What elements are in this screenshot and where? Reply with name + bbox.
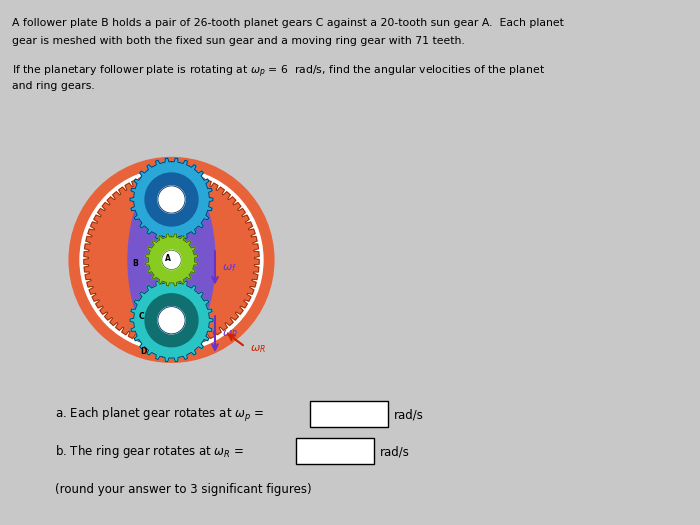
Text: rad/s: rad/s — [394, 408, 424, 422]
Text: (round your answer to 3 significant figures): (round your answer to 3 significant figu… — [55, 484, 312, 497]
Text: $\omega_R$: $\omega_R$ — [250, 343, 266, 355]
Text: gear is meshed with both the fixed sun gear and a moving ring gear with 71 teeth: gear is meshed with both the fixed sun g… — [12, 36, 465, 46]
Polygon shape — [84, 172, 259, 348]
Text: rad/s: rad/s — [380, 446, 410, 458]
Polygon shape — [146, 234, 197, 286]
Text: B: B — [133, 259, 139, 268]
Circle shape — [69, 158, 274, 362]
Bar — [296, 438, 374, 464]
Text: $\omega_f$: $\omega_f$ — [222, 262, 237, 274]
Text: If the planetary follower plate is rotating at $\omega_p$ = 6  rad/s, find the a: If the planetary follower plate is rotat… — [12, 64, 545, 80]
Text: C: C — [139, 312, 144, 321]
Circle shape — [145, 173, 198, 226]
Text: D: D — [140, 346, 146, 356]
Text: A follower plate B holds a pair of 26-tooth planet gears C against a 20-tooth su: A follower plate B holds a pair of 26-to… — [12, 18, 564, 28]
Circle shape — [162, 250, 181, 269]
Bar — [310, 401, 388, 427]
Text: b. The ring gear rotates at $\omega_R$ =: b. The ring gear rotates at $\omega_R$ = — [55, 444, 244, 460]
Text: a. Each planet gear rotates at $\omega_p$ =: a. Each planet gear rotates at $\omega_p… — [55, 406, 264, 424]
Polygon shape — [130, 158, 213, 241]
Text: A: A — [164, 255, 170, 264]
Circle shape — [158, 186, 185, 213]
Circle shape — [145, 294, 198, 346]
Ellipse shape — [128, 170, 215, 350]
Text: $\omega_P$: $\omega_P$ — [222, 328, 238, 340]
Text: and ring gears.: and ring gears. — [12, 81, 95, 91]
Polygon shape — [130, 279, 213, 362]
Circle shape — [158, 307, 185, 334]
Circle shape — [80, 169, 263, 351]
